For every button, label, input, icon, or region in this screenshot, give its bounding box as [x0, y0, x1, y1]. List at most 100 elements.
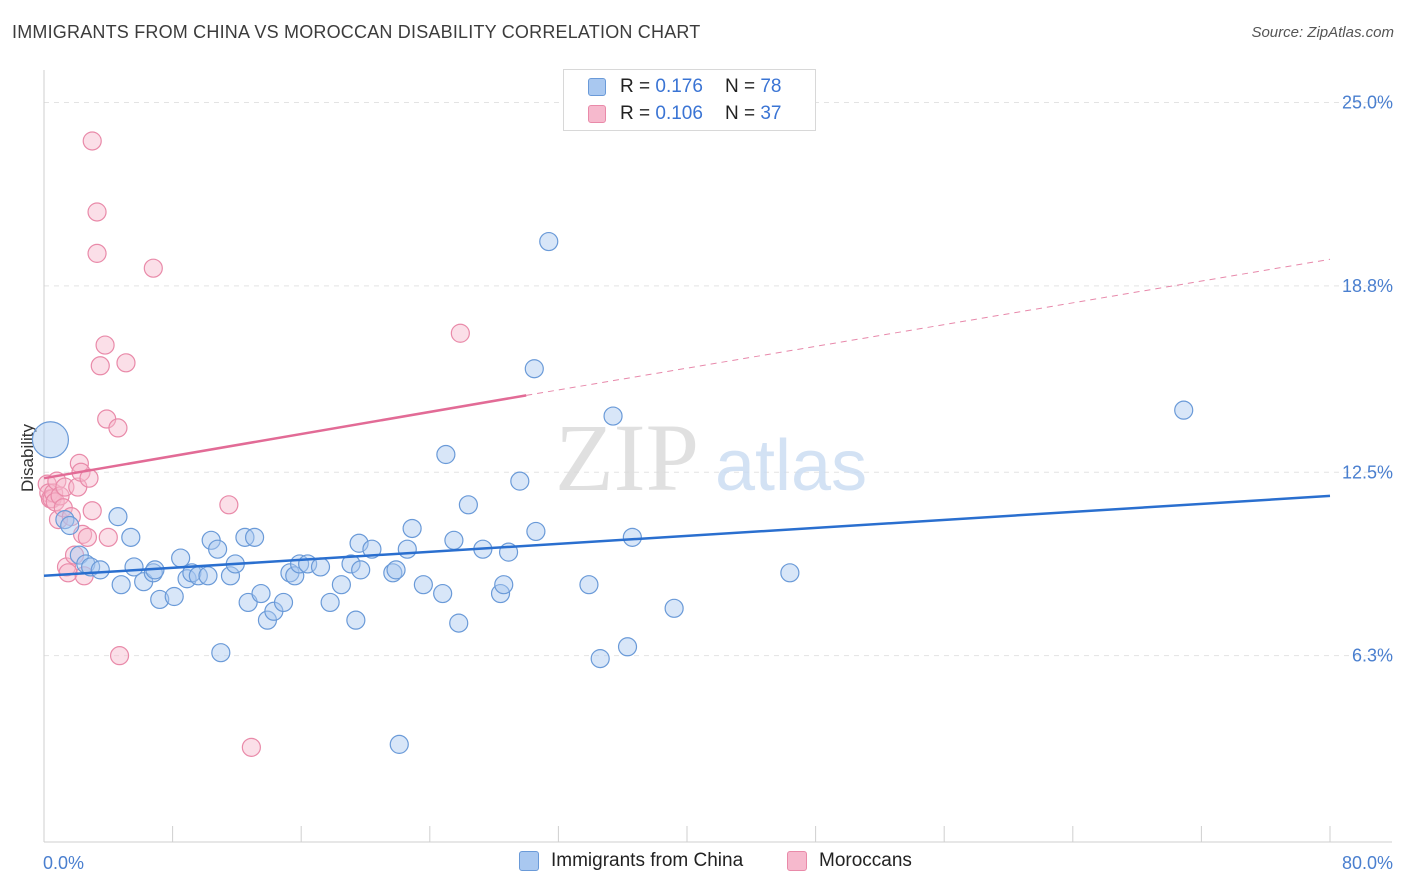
- x-tick-label-max: 80.0%: [1342, 853, 1393, 873]
- point-china: [251, 583, 271, 604]
- y-tick-label: 18.8%: [1342, 276, 1393, 296]
- point-china: [111, 575, 131, 595]
- point-china: [579, 575, 599, 595]
- point-china: [341, 554, 361, 574]
- point-china: [331, 575, 351, 595]
- point-china: [285, 566, 305, 586]
- point-moroccans: [87, 202, 107, 222]
- bottom-legend: Immigrants from China Moroccans: [0, 850, 1406, 878]
- point-china: [436, 444, 456, 465]
- point-china: [383, 563, 403, 583]
- point-china: [211, 643, 231, 663]
- bottom-legend-swatch-moroccans: [787, 851, 807, 871]
- point-china: [433, 583, 453, 604]
- y-tick-label: 12.5%: [1342, 462, 1393, 482]
- point-moroccans: [82, 131, 102, 151]
- bottom-legend-moroccans: Moroccans: [787, 850, 912, 872]
- point-china: [220, 566, 241, 586]
- bottom-legend-swatch-china: [519, 851, 539, 871]
- point-china: [362, 539, 382, 559]
- point-china: [198, 566, 218, 586]
- watermark-atlas: atlas: [715, 426, 867, 506]
- point-china: [108, 507, 128, 527]
- point-china: [150, 589, 170, 610]
- point-china: [603, 406, 623, 426]
- legend-row-moroccans: R = 0.106 N = 37: [588, 101, 781, 127]
- point-moroccans: [98, 527, 118, 547]
- point-china: [449, 613, 469, 633]
- trend-line-china: [43, 494, 1331, 578]
- tick-labels: 6.3% 12.5% 18.8% 25.0% 0.0% 80.0%: [43, 93, 1393, 873]
- point-china: [402, 518, 422, 539]
- point-moroccans: [108, 418, 128, 438]
- point-china: [171, 548, 191, 568]
- point-moroccans: [450, 323, 470, 343]
- point-moroccans: [77, 527, 98, 547]
- point-china: [31, 421, 70, 459]
- point-china: [389, 734, 409, 754]
- point-china: [397, 539, 417, 559]
- legend-r-label: R =: [620, 103, 651, 124]
- legend-n-value: 78: [760, 76, 782, 97]
- point-china: [351, 560, 371, 580]
- legend-r-value: 0.106: [655, 103, 703, 124]
- point-china: [510, 471, 530, 491]
- point-china: [494, 575, 514, 595]
- point-china: [121, 527, 141, 547]
- point-china: [208, 539, 228, 559]
- trend-lines: [43, 258, 1331, 578]
- point-moroccans: [95, 335, 115, 355]
- point-moroccans: [219, 495, 239, 515]
- legend-swatch-moroccans: [588, 105, 606, 123]
- point-moroccans: [90, 356, 110, 376]
- legend-swatch-china: [588, 78, 606, 96]
- y-tick-label: 6.3%: [1352, 646, 1393, 666]
- legend-n-label: N =: [724, 76, 756, 97]
- point-moroccans: [143, 258, 163, 278]
- point-china: [90, 560, 110, 580]
- point-moroccans: [82, 501, 102, 521]
- legend-r-label: R =: [620, 76, 651, 97]
- point-china: [164, 586, 184, 607]
- legend-n-label: N =: [724, 103, 756, 124]
- point-china: [622, 527, 642, 547]
- trend-line-moroccans-extension: [526, 258, 1331, 396]
- point-china: [1174, 400, 1194, 420]
- legend-n-value: 37: [760, 103, 782, 124]
- point-china: [780, 563, 800, 583]
- point-china: [60, 515, 80, 536]
- point-moroccans: [79, 468, 99, 488]
- series-china: [31, 231, 1194, 754]
- point-moroccans: [116, 353, 136, 373]
- point-moroccans: [109, 646, 130, 666]
- x-tick-label-min: 0.0%: [43, 853, 84, 873]
- y-tick-label: 25.0%: [1342, 93, 1393, 113]
- point-moroccans: [87, 243, 107, 263]
- bottom-legend-china: Immigrants from China: [519, 850, 743, 872]
- point-china: [444, 530, 464, 550]
- legend-r-value: 0.176: [655, 76, 703, 97]
- source-credit: Source: ZipAtlas.com: [1251, 24, 1394, 41]
- point-china: [664, 598, 684, 618]
- legend-row-china: R = 0.176 N = 78: [588, 74, 781, 100]
- point-china: [458, 495, 478, 515]
- grid-lines: [44, 102, 1392, 657]
- series-moroccans: [37, 131, 470, 757]
- bottom-legend-label-moroccans: Moroccans: [819, 850, 912, 871]
- chart-title: IMMIGRANTS FROM CHINA VS MOROCCAN DISABI…: [12, 22, 701, 42]
- point-china: [386, 560, 406, 580]
- point-china: [346, 610, 366, 630]
- point-china: [244, 527, 265, 547]
- point-china: [310, 557, 331, 577]
- trend-line-moroccans: [43, 394, 527, 480]
- point-moroccans: [50, 486, 70, 506]
- stats-legend: R = 0.176 N = 78 R = 0.106 N = 37: [563, 69, 816, 131]
- point-china: [524, 359, 544, 379]
- point-china: [413, 575, 433, 595]
- point-china: [590, 649, 610, 669]
- point-china: [320, 592, 340, 613]
- watermark-zip: ZIP: [555, 404, 699, 511]
- bottom-legend-label-china: Immigrants from China: [551, 850, 744, 871]
- point-china: [235, 527, 255, 547]
